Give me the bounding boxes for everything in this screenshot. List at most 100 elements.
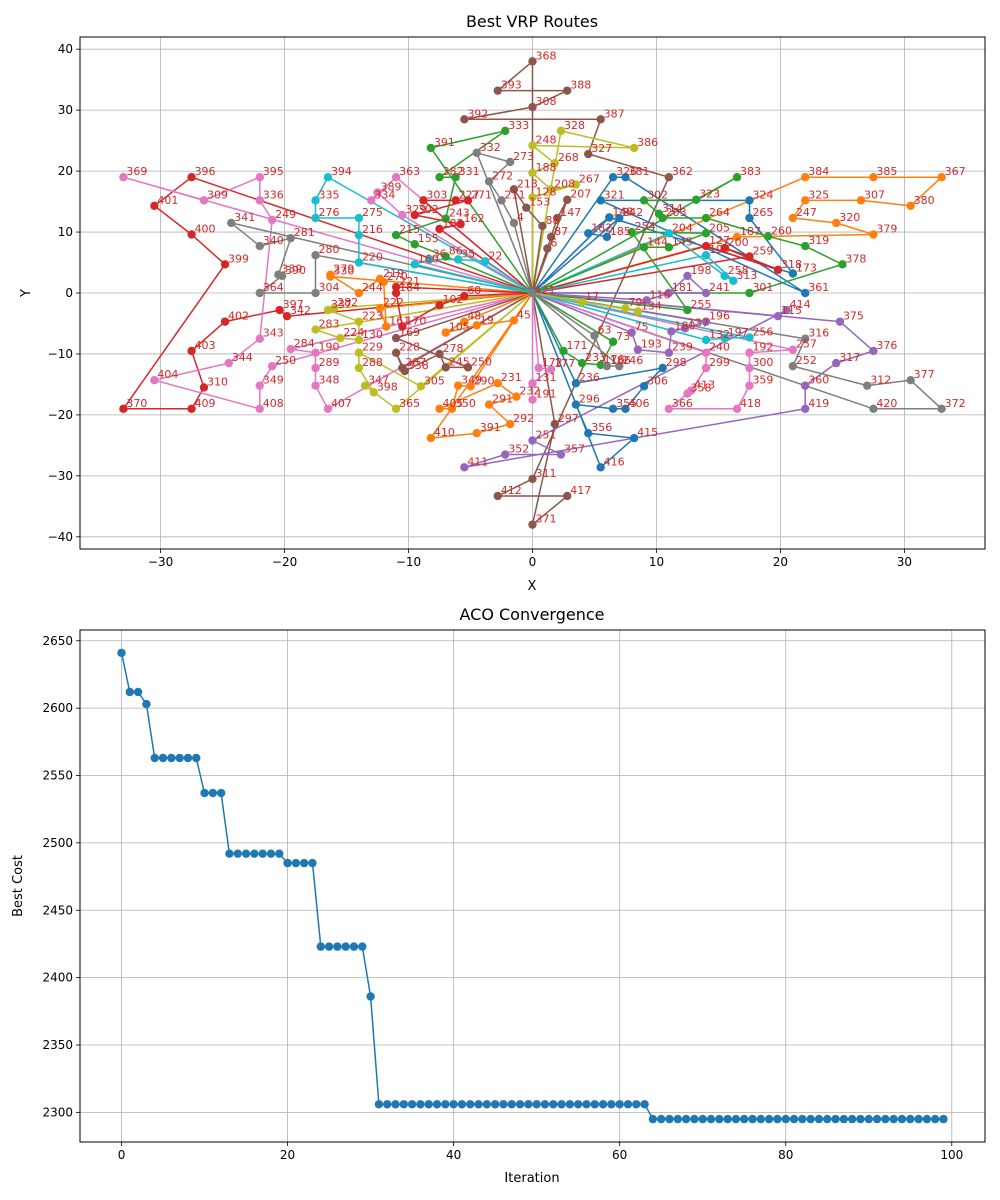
best-cost-point: [640, 1100, 649, 1109]
customer-point-115: [773, 311, 783, 321]
best-cost-point: [922, 1114, 932, 1124]
customer-point-371: [528, 520, 537, 529]
node-label-319: 319: [808, 234, 829, 247]
node-label-356: 356: [591, 421, 612, 434]
customer-point-324: [745, 196, 754, 205]
node-label-302: 302: [647, 188, 668, 201]
best-cost-point: [557, 1100, 566, 1109]
customer-point-272: [484, 177, 494, 186]
node-label-75: 75: [635, 321, 649, 334]
node-label-190: 190: [319, 341, 340, 354]
node-label-361: 361: [808, 281, 829, 294]
node-label-180: 180: [674, 319, 695, 332]
customer-point-321: [596, 196, 605, 205]
node-label-370: 370: [126, 397, 147, 410]
customer-point-221: [391, 282, 401, 292]
route-line-35: [531, 292, 614, 366]
node-label-403: 403: [195, 339, 216, 352]
node-label-264: 264: [709, 206, 730, 219]
customer-point-302: [410, 210, 419, 220]
vrp-y-tick-label: 10: [58, 225, 73, 239]
route-line-22: [358, 292, 533, 410]
best-cost-point: [216, 788, 226, 798]
node-label-292: 292: [513, 412, 534, 425]
node-label-155: 155: [418, 232, 439, 245]
vrp-y-tick-label: −10: [48, 347, 73, 361]
best-cost-point: [299, 858, 309, 868]
node-label-375: 375: [843, 310, 864, 323]
node-label-347: 347: [368, 374, 389, 387]
customer-point-369: [119, 172, 128, 182]
node-label-270: 270: [387, 270, 408, 283]
node-label-200: 200: [728, 236, 749, 249]
node-label-191: 191: [536, 388, 557, 401]
customer-point-132: [701, 335, 711, 345]
node-label-188: 188: [536, 161, 557, 174]
node-label-420: 420: [876, 397, 897, 410]
customer-point-394: [323, 172, 333, 182]
customer-point-313: [729, 276, 738, 286]
customer-point-359: [745, 381, 754, 390]
node-label-381: 381: [628, 165, 649, 178]
node-label-363: 363: [399, 165, 420, 178]
customer-point-169: [391, 333, 401, 343]
best-cost-point: [374, 1100, 384, 1109]
node-label-233: 233: [585, 351, 606, 364]
node-label-352: 352: [508, 443, 529, 456]
customer-point-197: [720, 333, 729, 343]
route-line-5: [370, 176, 533, 294]
customer-point-318: [773, 265, 783, 275]
node-label-205: 205: [709, 221, 730, 234]
customer-point-258: [720, 271, 729, 281]
aco-x-tick-label: 60: [612, 1148, 627, 1162]
node-label-148: 148: [612, 205, 633, 218]
customer-point-213: [509, 185, 519, 194]
node-label-222: 222: [383, 296, 404, 309]
customer-point-181: [664, 288, 674, 298]
customer-point-222: [375, 304, 385, 313]
node-label-265: 265: [752, 206, 773, 219]
customer-point-248: [528, 141, 537, 150]
customer-point-255: [683, 305, 692, 315]
customer-point-340: [255, 241, 264, 251]
node-label-291: 291: [492, 393, 513, 406]
customer-point-36: [425, 255, 434, 264]
customer-point-211: [497, 196, 506, 205]
customer-point-153: [522, 203, 531, 212]
node-label-380: 380: [914, 194, 935, 207]
vrp-y-tick-label: 0: [65, 286, 73, 300]
node-label-300: 300: [752, 356, 773, 369]
node-label-208: 208: [554, 177, 575, 190]
vrp-x-tick-label: 30: [897, 555, 912, 569]
best-cost-point: [474, 1100, 483, 1109]
best-cost-point: [814, 1114, 824, 1124]
customer-point-377: [906, 375, 915, 385]
vrp-x-tick-label: −30: [148, 555, 173, 569]
node-label-385: 385: [876, 165, 897, 178]
node-label-316: 316: [808, 327, 829, 340]
best-cost-point: [117, 648, 126, 658]
node-label-19: 19: [480, 313, 494, 326]
node-label-22: 22: [488, 249, 502, 262]
route-line-13: [532, 176, 943, 294]
customer-point-172: [534, 363, 543, 373]
node-label-305: 305: [424, 374, 445, 387]
node-label-281: 281: [294, 226, 315, 239]
best-cost-point: [856, 1114, 865, 1124]
customer-point-241: [701, 288, 711, 298]
best-cost-point: [930, 1114, 940, 1124]
node-label-232: 232: [519, 385, 540, 398]
customer-point-161: [382, 322, 391, 331]
customer-point-376: [869, 346, 878, 356]
node-label-183: 183: [443, 217, 464, 230]
customer-point-145: [664, 243, 674, 252]
best-cost-point: [441, 1100, 450, 1109]
node-label-228: 228: [399, 341, 420, 354]
node-label-364: 364: [263, 281, 284, 294]
customer-point-378: [838, 260, 847, 269]
best-cost-point: [233, 849, 242, 858]
customer-point-296: [571, 400, 581, 409]
customer-point-308: [528, 102, 537, 112]
vrp-y-tick-label: 40: [58, 42, 73, 56]
customer-point-404: [150, 375, 159, 385]
